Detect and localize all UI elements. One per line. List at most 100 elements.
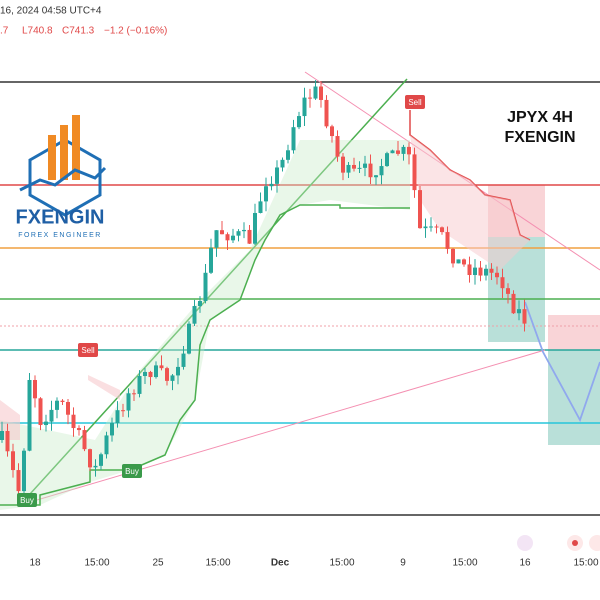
- candle-body: [264, 186, 268, 202]
- x-tick-label: 15:00: [452, 558, 477, 569]
- symbol: JPYX 4H: [507, 109, 573, 126]
- signal-label: Sell: [408, 98, 422, 107]
- candles: [0, 80, 527, 498]
- candle-body: [324, 99, 329, 127]
- candle-body: [203, 272, 208, 302]
- candle-body: [379, 166, 384, 176]
- candle-body: [143, 371, 147, 377]
- candle-body: [93, 465, 98, 468]
- candle-body: [275, 167, 279, 184]
- candle-body: [121, 410, 125, 412]
- candle-body: [165, 368, 169, 381]
- candle-body: [242, 229, 246, 232]
- candle-body: [418, 190, 422, 229]
- trend-fill: [410, 135, 530, 270]
- candle-body: [187, 323, 191, 354]
- x-tick-label: 15:00: [329, 558, 354, 569]
- candle-body: [27, 379, 32, 451]
- candle-body: [16, 470, 21, 492]
- candle-body: [137, 376, 142, 394]
- candle-body: [176, 366, 180, 376]
- candle-body: [209, 247, 213, 273]
- candle-body: [495, 272, 499, 278]
- header-change: −1.2 (−0.16%): [104, 26, 167, 37]
- logo-line: [19, 166, 107, 192]
- candle-body: [22, 450, 26, 492]
- signals: Sell Sell Buy Buy: [17, 95, 425, 507]
- candle-body: [302, 97, 307, 117]
- candle-body: [198, 301, 202, 307]
- candle-body: [11, 451, 15, 471]
- candle-body: [489, 268, 494, 273]
- candle-body: [60, 400, 65, 402]
- candle-body: [38, 398, 43, 426]
- candle-body: [385, 153, 389, 167]
- candle-body: [429, 226, 433, 228]
- candle-body: [110, 422, 114, 436]
- candle-body: [330, 126, 334, 137]
- logo: FXENGIN FOREX ENGINEER: [16, 115, 107, 239]
- candle-body: [390, 150, 395, 154]
- candle-body: [44, 421, 48, 426]
- x-axis: 18 15:00 25 15:00 Dec 15:00 9 15:00 16 15:00: [29, 558, 599, 569]
- logo-bar: [60, 125, 68, 180]
- header-low: L740.8: [22, 26, 53, 37]
- candle-body: [159, 365, 164, 369]
- candle-body: [286, 150, 290, 160]
- candle-body: [396, 150, 400, 154]
- candle-body: [352, 164, 356, 169]
- icon-dot: [572, 540, 578, 546]
- candle-body: [308, 97, 312, 99]
- candle-body: [341, 156, 345, 173]
- candle-body: [220, 230, 224, 235]
- trend-fill: [0, 140, 410, 510]
- candle-body: [55, 400, 59, 410]
- supertrend: [0, 204, 410, 506]
- candle-body: [357, 167, 362, 169]
- candle-body: [445, 232, 450, 249]
- logo-name: FXENGIN: [16, 206, 105, 228]
- candle-body: [154, 365, 158, 378]
- x-tick-label: 9: [400, 558, 406, 569]
- candle-body: [148, 371, 153, 378]
- x-tick-label: 25: [152, 558, 164, 569]
- candle-body: [247, 229, 252, 244]
- candle-body: [132, 393, 136, 395]
- candle-body: [363, 163, 367, 168]
- signal-badge: [78, 343, 98, 357]
- candle-body: [0, 431, 4, 440]
- signal-badge: [122, 464, 142, 478]
- candle-body: [401, 146, 406, 154]
- candle-body: [126, 393, 131, 411]
- trend-fill: [88, 360, 120, 400]
- candle-body: [335, 136, 340, 157]
- header-open: .7: [0, 26, 9, 37]
- candle-body: [49, 409, 54, 422]
- candle-body: [225, 234, 230, 241]
- candle-body: [181, 353, 186, 367]
- candle-body: [423, 226, 428, 229]
- candle-body: [77, 428, 81, 431]
- plot-layout: [0, 71, 600, 516]
- x-tick-label: 15:00: [84, 558, 109, 569]
- icon[interactable]: [589, 535, 600, 551]
- candle-body: [467, 264, 472, 276]
- candle-body: [434, 226, 439, 228]
- candle-body: [506, 288, 510, 294]
- candle-body: [346, 164, 351, 173]
- target-zone: [548, 350, 600, 445]
- trend-fill: [0, 400, 20, 440]
- candle-body: [500, 277, 505, 289]
- candle-body: [412, 154, 417, 191]
- icon[interactable]: [517, 535, 533, 551]
- candle-body: [214, 230, 219, 248]
- candle-body: [478, 267, 483, 276]
- signal-badge: [17, 493, 37, 507]
- signal-label: Buy: [20, 496, 34, 505]
- candle-body: [440, 227, 444, 233]
- candle-body: [511, 293, 516, 314]
- logo-bar: [48, 135, 56, 180]
- candle-body: [82, 430, 87, 450]
- candle-body: [456, 259, 461, 264]
- candle-body: [484, 268, 488, 276]
